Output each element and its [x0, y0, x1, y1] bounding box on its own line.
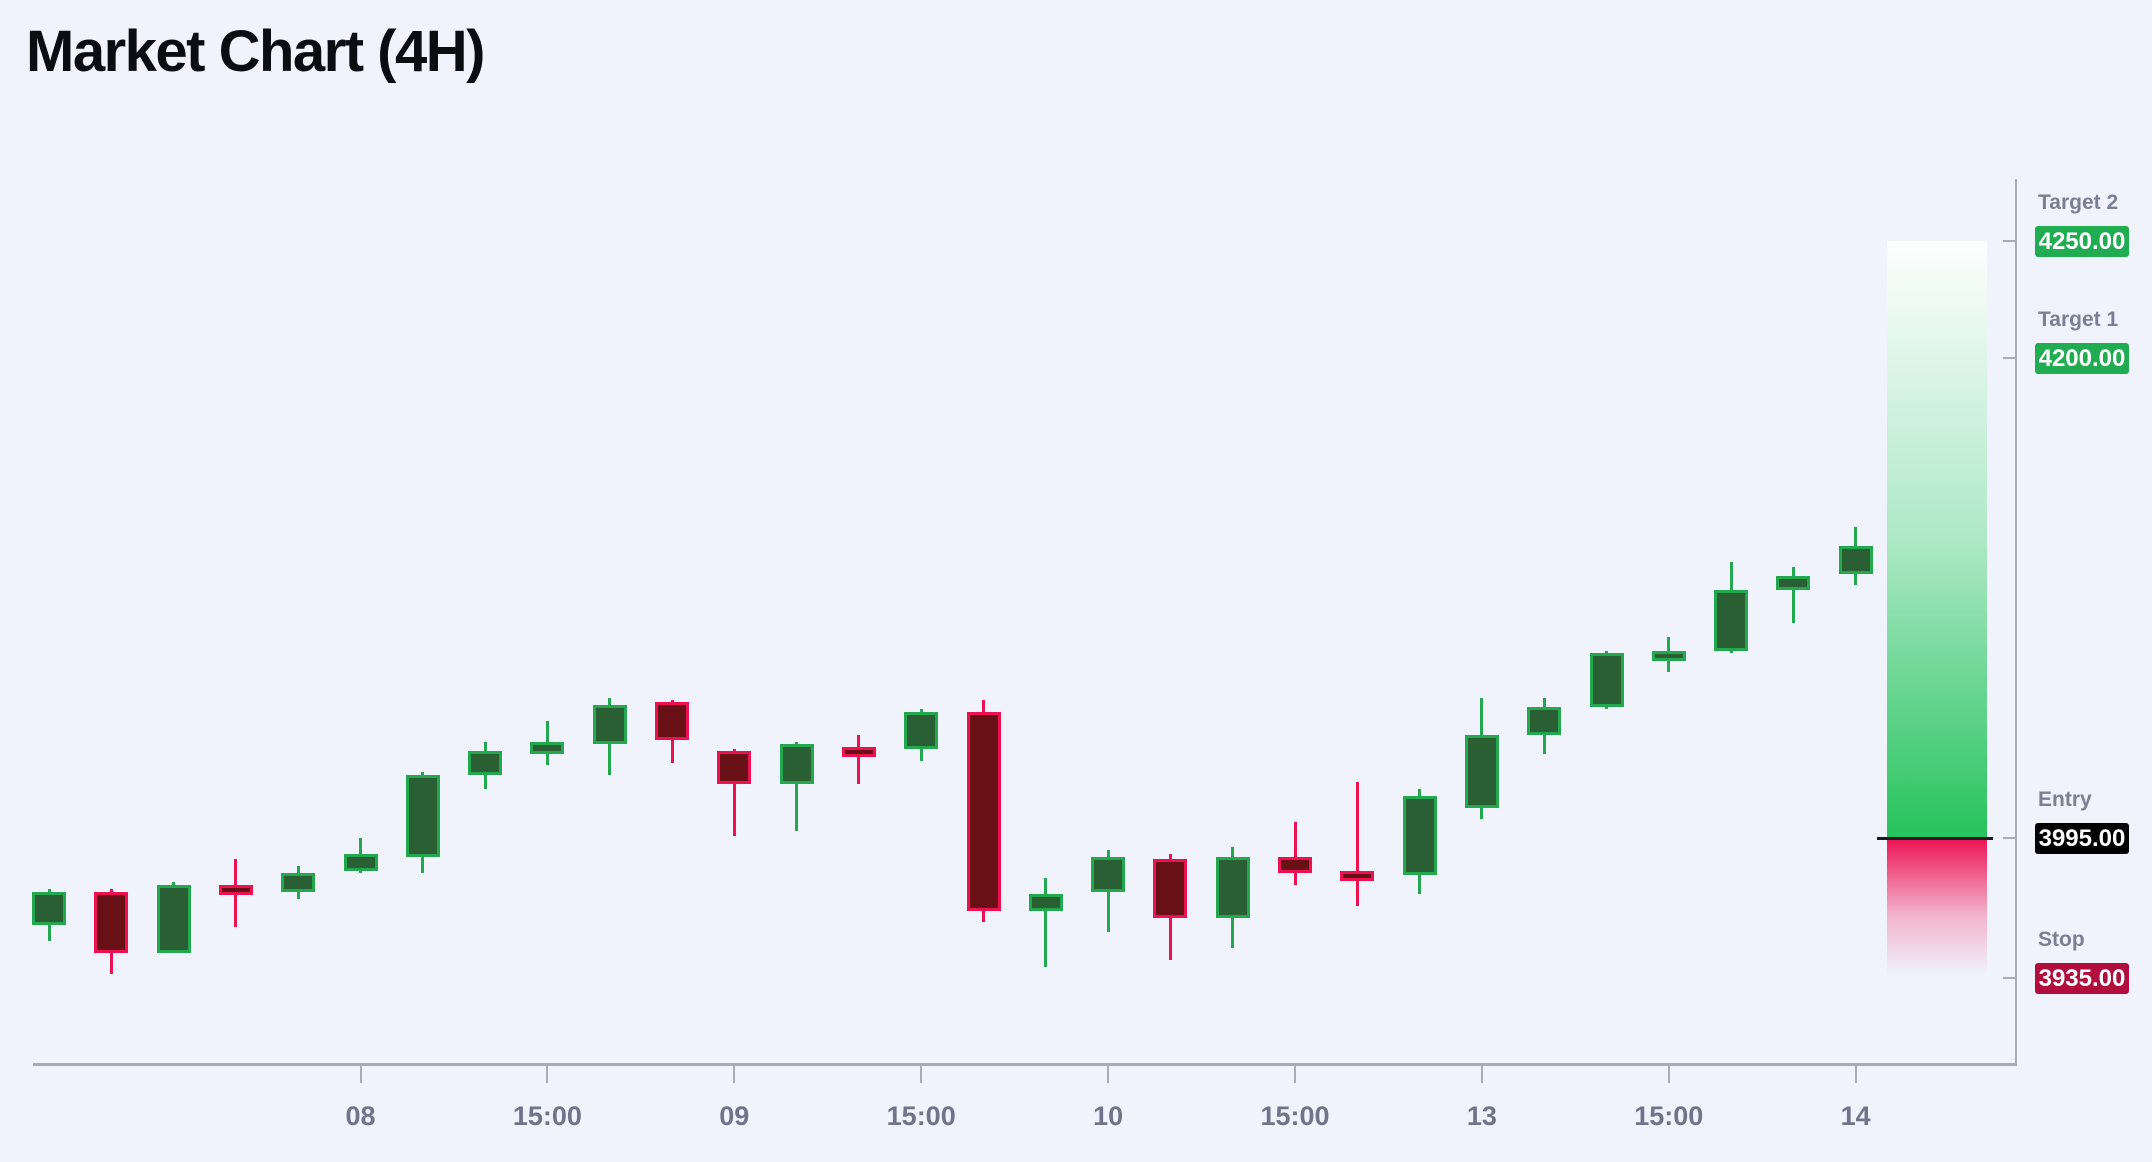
candle [405, 774, 440, 857]
candle-wick [1044, 877, 1048, 967]
entry-price-badge[interactable]: 3995.00 [2035, 822, 2129, 854]
price-level-tick [2003, 977, 2015, 980]
target-price-badge[interactable]: 4200.00 [2035, 342, 2129, 374]
candle [1589, 653, 1624, 707]
candle-wick [1355, 781, 1359, 906]
entry-price-line [1877, 836, 1993, 840]
target-label: Target 1 [2038, 307, 2119, 331]
y-axis-line [2015, 179, 2017, 1064]
candle-wick [857, 735, 861, 785]
x-axis-tick-label: 13 [1466, 1101, 1497, 1131]
candle [218, 884, 253, 895]
x-axis-tick [920, 1066, 923, 1083]
candle [343, 854, 378, 871]
entry-label: Entry [2038, 787, 2092, 811]
x-axis-tick-label: 10 [1093, 1101, 1124, 1131]
candle [592, 704, 627, 745]
candle [32, 891, 66, 925]
candle [1651, 650, 1686, 661]
candle [1278, 856, 1312, 874]
x-axis-tick-label: 09 [719, 1101, 750, 1131]
x-axis-tick [1480, 1066, 1483, 1083]
candle-wick [1293, 821, 1297, 885]
x-axis-line [33, 1063, 2017, 1066]
x-axis-tick [546, 1066, 549, 1083]
candle [1028, 894, 1063, 911]
x-axis-tick-label: 08 [345, 1101, 376, 1131]
x-axis-tick [1854, 1066, 1857, 1083]
price-level-tick [2003, 357, 2015, 360]
candle [1402, 795, 1437, 876]
candle [717, 751, 752, 785]
candle [779, 744, 814, 785]
x-axis-tick [359, 1066, 362, 1083]
target-label: Target 2 [2038, 190, 2119, 214]
candle [94, 891, 129, 953]
candle [1091, 856, 1126, 892]
stop-price-badge[interactable]: 3935.00 [2035, 962, 2129, 994]
candle [966, 711, 1001, 911]
x-axis-tick-label: 15:00 [512, 1101, 582, 1131]
candle [655, 702, 689, 740]
candle [468, 751, 503, 775]
candle [841, 746, 876, 757]
candle [1714, 589, 1749, 651]
candle [1464, 735, 1499, 808]
candle-wick [732, 749, 736, 836]
page-title: Market Chart (4H) [26, 19, 485, 84]
price-level-tick [2003, 837, 2015, 839]
x-axis-tick [733, 1066, 736, 1083]
candle [904, 711, 939, 750]
candle [1340, 870, 1375, 881]
candle [1776, 575, 1811, 590]
target-price-badge[interactable]: 4250.00 [2035, 225, 2129, 257]
loss-zone [1887, 838, 1987, 976]
candle [156, 884, 191, 953]
x-axis-tick-label: 15:00 [886, 1101, 956, 1131]
x-axis-tick-label: 14 [1840, 1101, 1871, 1131]
candle-wick [1791, 566, 1795, 623]
x-axis-tick [1107, 1066, 1110, 1083]
candle [281, 873, 316, 892]
x-axis-tick-label: 15:00 [1634, 1101, 1704, 1131]
candle [530, 742, 565, 754]
candle-wick [795, 742, 799, 831]
candle [1838, 545, 1873, 574]
candle [1215, 856, 1250, 918]
x-axis-tick [1667, 1066, 1670, 1083]
price-level-tick [2003, 240, 2015, 243]
x-axis-tick-label: 15:00 [1260, 1101, 1330, 1131]
x-axis-tick [1294, 1066, 1296, 1083]
stop-label: Stop [2038, 927, 2085, 951]
profit-zone [1887, 241, 1987, 838]
candle [1527, 706, 1562, 736]
candle [1153, 859, 1188, 918]
